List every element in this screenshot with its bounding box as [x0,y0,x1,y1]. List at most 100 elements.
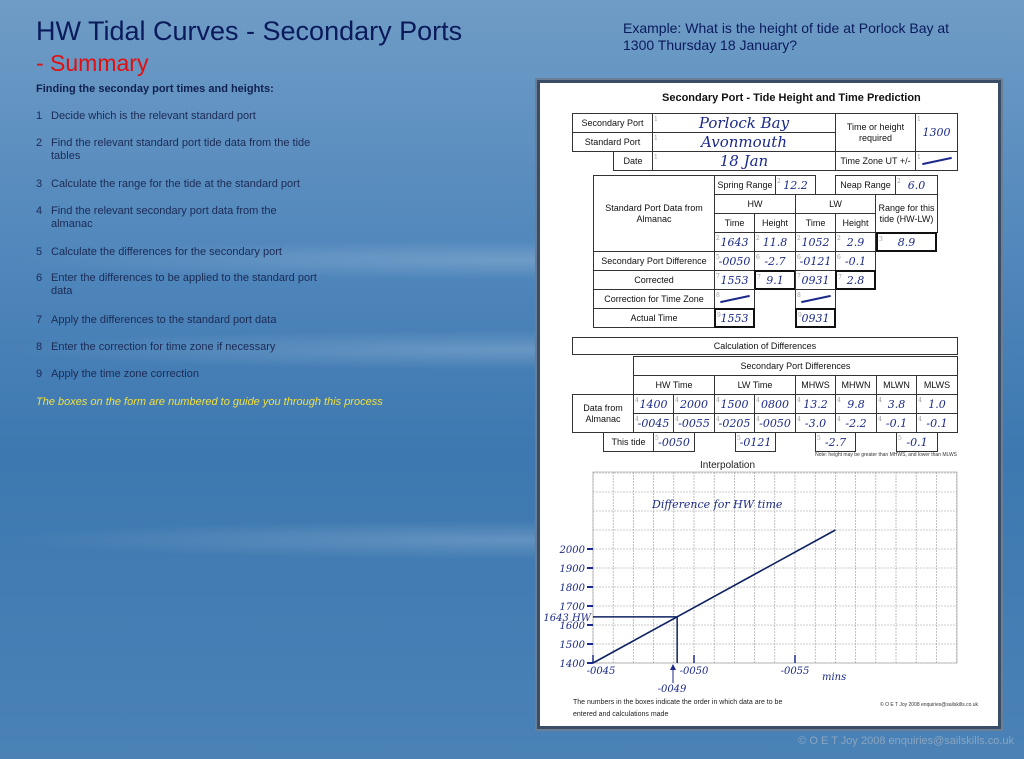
cell-text: 1400 [639,397,668,411]
step-text: Find the relevant secondary port data fr… [51,205,277,230]
order-number: 5 [898,435,902,442]
label-difference: Secondary Port Difference [593,251,715,271]
label-neap-range: Neap Range [835,175,896,195]
cell-text: -0050 [718,254,751,268]
order-number: 3 [879,236,883,243]
almanac-cell[interactable]: 4 -0.1 [876,413,917,433]
std-lw-time[interactable]: 2 1052 [795,232,836,252]
order-number: 1 [654,154,658,161]
step-item: 2 Find the relevant standard port tide da… [36,137,326,163]
corr-hw-height[interactable]: 7 9.1 [754,270,796,290]
range-field[interactable]: 3 8.9 [876,232,937,252]
cell-text: -2.7 [764,254,786,268]
step-number: 4 [36,205,43,217]
cell-text: Actual Time [630,312,678,323]
almanac-cell[interactable]: 4 -3.0 [795,413,836,433]
cell-text: Range for this tide (HW-LW) [878,202,935,224]
cell-text: 0931 [801,311,830,325]
label-actual-time: Actual Time [593,308,715,328]
date-field[interactable]: 1 18 Jan [652,151,836,171]
step-text: Apply the differences to the standard po… [51,314,277,326]
almanac-cell[interactable]: 4 -0055 [673,413,715,433]
cell-text: -0045 [637,416,670,430]
cell-text: -0.1 [844,254,867,268]
label-standard-port-data: Standard Port Data from Almanac [593,175,715,252]
order-number: 4 [756,416,760,423]
almanac-cell[interactable]: 4 -0045 [633,413,674,433]
almanac-cell[interactable]: 4 -0050 [754,413,796,433]
cell-text: Calculation of Differences [713,340,817,351]
label-time-required: Time or height required [835,113,916,152]
header-height: Height [754,213,796,233]
cell-text: Porlock Bay [698,113,790,132]
step-item: 8 Enter the correction for time zone if n… [36,341,326,354]
time-required-field[interactable]: 1 1300 [915,113,958,152]
order-number: 4 [797,416,801,423]
std-lw-height[interactable]: 2 2.9 [835,232,876,252]
cell-text: -0.1 [906,435,928,449]
almanac-cell[interactable]: 4 13.2 [795,394,836,414]
y-tick-label: 1400 [560,659,586,670]
almanac-cell[interactable]: 4 -2.2 [835,413,877,433]
secondary-port-field[interactable]: 1 Porlock Bay [652,113,836,133]
cell-text: 18 Jan [719,151,769,170]
cell-text: Height [842,217,869,228]
actual-lw-time[interactable]: 9 0931 [795,308,836,328]
time-zone-field[interactable]: 1 [915,151,958,171]
this-tide-cell[interactable]: 5 -0050 [653,432,695,452]
order-number: 9 [798,312,802,319]
almanac-cell[interactable]: 4 3.8 [876,394,917,414]
corr-hw-time[interactable]: 7 1553 [714,270,755,290]
cell-text: -2.7 [824,435,847,449]
cell-text: 11.8 [762,235,788,249]
step-text: Enter the correction for time zone if ne… [51,341,276,353]
step-item: 6 Enter the differences to be applied to … [36,272,326,298]
step-number: 9 [36,368,43,380]
neap-range-field[interactable]: 2 6.0 [895,175,938,195]
step-number: 7 [36,314,43,326]
cell-text: Neap Range [840,179,891,190]
almanac-cell[interactable]: 4 2000 [673,394,715,414]
calc-title: Calculation of Differences [572,337,958,355]
standard-port-field[interactable]: 1 Avonmouth [652,132,836,152]
almanac-cell[interactable]: 4 1500 [714,394,755,414]
tz-lw-field[interactable]: 8 [795,289,836,309]
order-number: 9 [717,312,721,319]
cell-text: MHWN [841,379,871,390]
header-time: Time [795,213,836,233]
tz-hw-field[interactable]: 8 [714,289,755,309]
almanac-cell[interactable]: 4 -0205 [714,413,755,433]
x-unit: mins [822,672,846,683]
spring-range-field[interactable]: 2 12.2 [775,175,816,195]
this-tide-cell[interactable]: 5 -0.1 [896,432,938,452]
col-header: MHWN [835,375,877,395]
std-hw-time[interactable]: 2 1643 [714,232,755,252]
order-number: 2 [837,235,841,242]
diff-lw-time[interactable]: 6 -0121 [795,251,836,271]
this-tide-cell[interactable]: 5 -0121 [735,432,776,452]
interpolation-line [592,529,836,664]
corr-lw-time[interactable]: 7 0931 [795,270,836,290]
almanac-cell[interactable]: 4 9.8 [835,394,877,414]
diff-hw-time[interactable]: 5 -0050 [714,251,755,271]
step-item: 3 Calculate the range for the tide at the… [36,178,326,191]
std-hw-height[interactable]: 2 11.8 [754,232,796,252]
order-number: 4 [716,416,720,423]
corr-lw-height[interactable]: 7 2.8 [835,270,876,290]
almanac-cell[interactable]: 4 1.0 [916,394,958,414]
slide-subtitle: - Summary [36,50,149,76]
diff-lw-height[interactable]: 6 -0.1 [835,251,876,271]
y-tick-label: 1600 [560,621,586,632]
this-tide-cell[interactable]: 5 -2.7 [815,432,856,452]
almanac-cell[interactable]: 4 1400 [633,394,674,414]
cell-text: Time [724,217,745,228]
step-text: Find the relevant standard port tide dat… [51,137,311,162]
almanac-cell[interactable]: 4 -0.1 [916,413,958,433]
cell-text: 2.9 [846,235,865,249]
cell-text: -0205 [718,416,751,430]
label-almanac: Data from Almanac [572,394,634,433]
actual-hw-time[interactable]: 9 1553 [714,308,755,328]
col-header: HW Time [633,375,715,395]
almanac-cell[interactable]: 4 0800 [754,394,796,414]
diff-hw-height[interactable]: 6 -2.7 [754,251,796,271]
